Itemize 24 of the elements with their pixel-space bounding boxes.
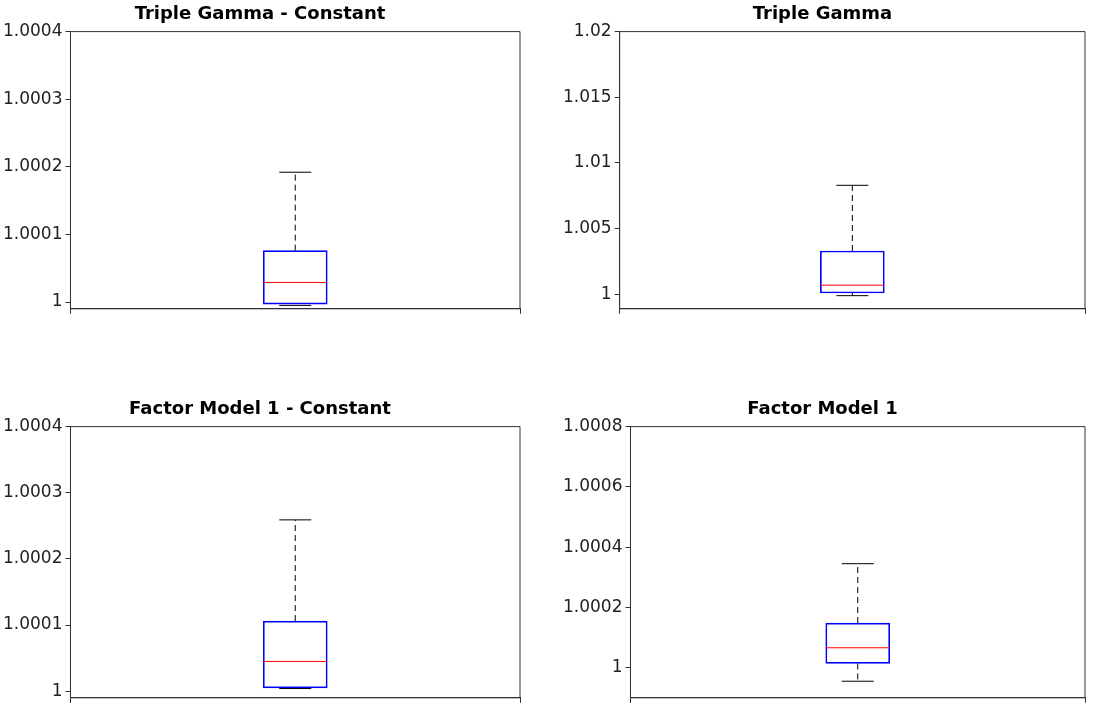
chart-title: Factor Model 1 [747,397,898,419]
y-tick-label: 1.0002 [3,547,63,568]
chart-title: Triple Gamma - Constant [134,2,386,24]
y-tick-label: 1.0003 [3,87,63,108]
y-tick-label: 1 [600,282,612,303]
chart-title: Factor Model 1 - Constant [129,397,392,419]
y-tick-label: 1.01 [573,151,612,172]
y-tick-label: 1.0004 [3,415,63,436]
y-tick-label: 1 [51,290,63,311]
chart-title: Triple Gamma [752,2,893,24]
y-tick-label: 1.0004 [3,20,63,41]
y-tick-label: 1.0002 [563,595,623,616]
y-tick-label: 1 [51,679,63,700]
y-tick-label: 1.0001 [3,613,63,634]
y-tick-label: 1.0008 [563,415,623,436]
y-tick-label: 1 [611,656,623,677]
y-tick-label: 1.0006 [563,475,623,496]
y-tick-label: 1.0002 [3,155,63,176]
y-tick-label: 1.02 [573,20,612,41]
y-tick-label: 1.0004 [563,535,623,556]
y-tick-label: 1.015 [563,85,612,106]
y-tick-label: 1.005 [563,217,612,238]
y-tick-label: 1.0001 [3,222,63,243]
y-tick-label: 1.0003 [3,481,63,502]
